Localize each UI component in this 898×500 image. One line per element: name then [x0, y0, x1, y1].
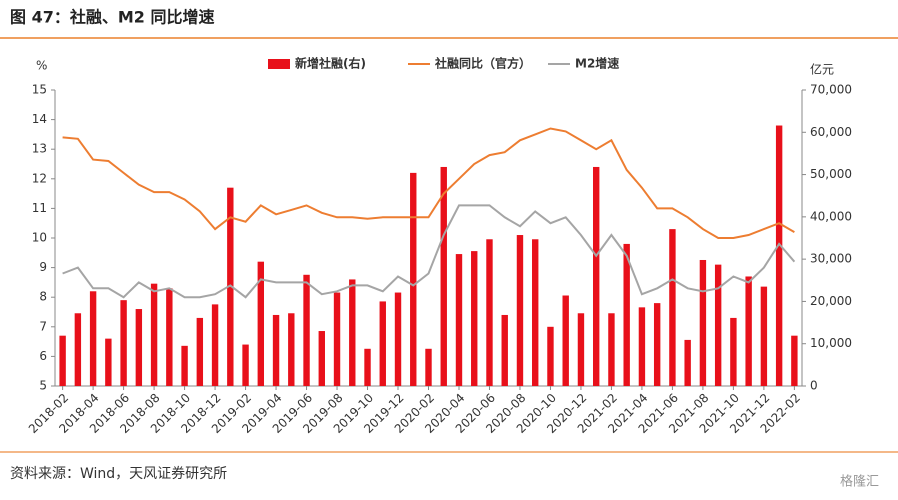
- bar: [608, 313, 615, 386]
- bar: [425, 348, 432, 386]
- y2-tick-label: 10,000: [810, 336, 852, 350]
- bar: [333, 292, 341, 386]
- bar: [303, 274, 310, 386]
- bar: [486, 239, 493, 386]
- bar: [105, 338, 112, 386]
- bar: [638, 307, 646, 386]
- y-tick-label: 10: [32, 231, 47, 245]
- bar: [516, 235, 524, 386]
- bar: [562, 295, 569, 386]
- y-tick-label: 7: [39, 319, 47, 333]
- y-tick-label: 6: [39, 349, 47, 363]
- bar: [211, 304, 219, 386]
- bar: [166, 288, 173, 386]
- bar: [577, 313, 585, 386]
- source: 资料来源：Wind，天风证券研究所: [10, 466, 227, 482]
- bar: [760, 286, 768, 386]
- bar: [791, 335, 798, 386]
- bar: [653, 303, 661, 386]
- legend-label: 新增社融(右): [295, 56, 366, 71]
- bar: [349, 279, 356, 386]
- line: [62, 127, 795, 239]
- bar: [288, 313, 295, 386]
- bar: [669, 229, 676, 386]
- bar: [74, 313, 82, 386]
- bar: [714, 264, 722, 386]
- bar: [135, 309, 143, 386]
- bar: [242, 344, 249, 386]
- bar: [410, 172, 417, 386]
- y-tick-label: 8: [39, 290, 47, 304]
- bar: [272, 314, 280, 386]
- bar: [699, 259, 707, 386]
- line: [62, 204, 796, 299]
- bar: [196, 317, 204, 386]
- y2-tick-label: 40,000: [810, 209, 852, 223]
- y2-tick-label: 0: [810, 379, 818, 393]
- y-tick-label: 11: [32, 201, 47, 215]
- bar: [547, 326, 554, 386]
- bar: [394, 292, 402, 386]
- y-tick-label: 9: [39, 260, 47, 274]
- y-tick-label: 14: [32, 112, 47, 126]
- watermark: 格隆汇: [840, 474, 879, 490]
- page-title: 图 47：社融、M2 同比增速: [10, 8, 214, 27]
- y-tick-label: 15: [32, 83, 47, 97]
- bar: [775, 125, 783, 387]
- bar: [181, 345, 188, 386]
- bar: [227, 187, 234, 386]
- y2-tick-label: 50,000: [810, 167, 852, 181]
- y-tick-label: 13: [32, 142, 47, 156]
- legend-label: M2增速: [575, 56, 619, 71]
- y-tick-label: 5: [39, 379, 47, 393]
- legend-label: 社融同比（官方）: [434, 56, 531, 71]
- legend-swatch: [268, 59, 290, 69]
- y2-tick-label: 70,000: [810, 83, 852, 97]
- bar: [455, 254, 463, 386]
- bar: [730, 317, 737, 386]
- bar: [440, 166, 447, 386]
- y2-unit: 亿元: [810, 62, 834, 77]
- bar: [379, 301, 386, 386]
- bar: [745, 276, 752, 386]
- bar: [623, 243, 630, 386]
- y2-tick-label: 30,000: [810, 252, 852, 266]
- y-unit: %: [36, 59, 47, 73]
- y2-tick-label: 60,000: [810, 125, 852, 139]
- bar: [257, 261, 265, 386]
- y2-tick-label: 20,000: [810, 294, 852, 308]
- bar: [364, 348, 371, 386]
- bar: [89, 291, 97, 386]
- bar: [59, 335, 66, 386]
- bar: [532, 239, 539, 386]
- bar: [501, 314, 508, 386]
- y-tick-label: 12: [32, 171, 47, 185]
- bar: [684, 339, 691, 386]
- bar: [150, 283, 158, 386]
- bar: [120, 300, 127, 386]
- bar: [471, 251, 478, 386]
- bar: [318, 331, 325, 386]
- bar: [592, 166, 600, 386]
